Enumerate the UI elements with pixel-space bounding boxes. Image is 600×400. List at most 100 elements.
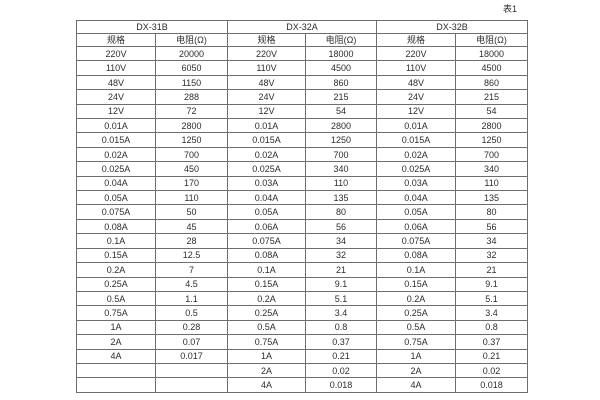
table-row: 1A 0.28 0.5A 0.8 0.5A 0.8 [76, 319, 529, 336]
spec-cell: 48V [376, 74, 457, 91]
spec-cell: 110V [376, 60, 457, 76]
resistance-cell: 9.1 [455, 276, 529, 292]
resistance-cell: 135 [455, 190, 529, 206]
spec-column-header-dx31b: 规格 [76, 33, 156, 47]
table-row: 24V 288 24V 215 24V 215 [76, 89, 529, 105]
resistance-cell: 32 [305, 247, 378, 264]
resistance-cell: 18000 [455, 45, 529, 62]
resistance-cell: 80 [455, 204, 529, 220]
spec-cell: 0.04A [376, 190, 457, 206]
resistance-cell: 0.07 [154, 334, 229, 350]
spec-cell: 0.025A [76, 161, 156, 177]
resistance-cell: 50 [154, 204, 229, 220]
spec-cell: 0.2A [227, 290, 307, 307]
spec-cell: 0.04A [227, 190, 307, 206]
spec-cell: 0.08A [376, 247, 457, 264]
spec-cell: 1A [376, 348, 457, 364]
resistance-cell: 860 [455, 74, 529, 91]
spec-cell: 0.08A [76, 218, 156, 235]
resistance-cell: 5.1 [455, 290, 529, 307]
table-row: 0.5A 1.1 0.2A 5.1 0.2A 5.1 [76, 290, 529, 307]
spec-cell: 0.5A [76, 290, 156, 307]
spec-cell: 0.5A [227, 319, 307, 336]
spec-cell: 0.025A [227, 161, 307, 177]
spec-cell: 4A [227, 377, 307, 393]
table-header: DX-31B DX-32A DX-32B 规格 电阻(Ω) 规格 电阻(Ω) 规… [75, 20, 529, 47]
spec-cell: 1A [76, 319, 156, 336]
spec-cell: 4A [76, 348, 156, 364]
spec-cell: 24V [76, 89, 156, 105]
resistance-cell: 110 [154, 190, 229, 206]
resistance-cell: 1250 [154, 132, 229, 148]
spec-cell: 24V [376, 89, 457, 105]
resistance-cell: 3.4 [305, 305, 378, 321]
resistance-cell: 0.018 [305, 377, 378, 393]
table-row: 48V 1150 48V 860 48V 860 [76, 74, 529, 91]
table-row: 2A 0.07 0.75A 0.37 0.75A 0.37 [76, 334, 529, 350]
group-header-dx32b: DX-32B [376, 20, 529, 34]
group-header-row: DX-31B DX-32A DX-32B [75, 20, 529, 34]
resistance-cell: 18000 [305, 45, 378, 62]
table-row: 0.25A 4.5 0.15A 9.1 0.15A 9.1 [76, 276, 529, 292]
spec-cell: 0.75A [227, 334, 307, 350]
spec-cell: 0.05A [227, 204, 307, 220]
resistance-cell: 72 [154, 103, 229, 120]
table-caption: 表1 [503, 4, 518, 14]
resistance-cell: 700 [305, 146, 378, 163]
spec-cell: 0.15A [227, 276, 307, 292]
spec-cell: 2A [376, 362, 457, 379]
resistance-cell: 1250 [455, 132, 529, 148]
spec-cell: 0.03A [376, 175, 457, 192]
spec-cell: 0.25A [76, 276, 156, 292]
spec-cell: 0.1A [76, 233, 156, 249]
resistance-cell: 28 [154, 233, 229, 249]
spec-cell: 0.04A [76, 175, 156, 192]
resistance-cell: 860 [305, 74, 378, 91]
resistance-cell: 110 [305, 175, 378, 192]
resistance-cell: 0.017 [154, 348, 229, 364]
spec-cell: 0.01A [376, 118, 457, 134]
spec-column-header-dx32b: 规格 [376, 33, 457, 47]
spec-cell: 0.25A [227, 305, 307, 321]
spec-cell: 0.075A [76, 204, 156, 220]
spec-cell: 110V [76, 60, 156, 76]
resistance-cell [154, 362, 229, 379]
resistance-cell: 0.02 [305, 362, 378, 379]
spec-cell: 2A [227, 362, 307, 379]
table-row: 2A 0.02 2A 0.02 [76, 362, 529, 379]
column-header-row: 规格 电阻(Ω) 规格 电阻(Ω) 规格 电阻(Ω) [76, 33, 529, 47]
spec-cell: 0.15A [376, 276, 457, 292]
resistance-cell: 1250 [305, 132, 378, 148]
table-row: 0.025A 450 0.025A 340 0.025A 340 [76, 161, 529, 177]
resistance-cell: 110 [455, 175, 529, 192]
resistance-cell: 0.018 [455, 377, 529, 393]
resistance-cell: 21 [305, 262, 378, 278]
resistance-cell: 0.21 [305, 348, 378, 364]
table-row: 4A 0.017 1A 0.21 1A 0.21 [76, 348, 529, 364]
spec-cell: 0.06A [227, 218, 307, 235]
spec-cell: 110V [227, 60, 307, 76]
resistance-column-header-dx32b: 电阻(Ω) [455, 33, 529, 47]
table-row: 0.75A 0.5 0.25A 3.4 0.25A 3.4 [76, 305, 529, 321]
spec-cell: 0.15A [76, 247, 156, 264]
spec-cell [76, 362, 156, 379]
table-row: 0.1A 28 0.075A 34 0.075A 34 [76, 233, 529, 249]
table-row: 0.15A 12.5 0.08A 32 0.08A 32 [76, 247, 529, 264]
spec-cell: 0.05A [76, 190, 156, 206]
resistance-column-header-dx31b: 电阻(Ω) [154, 33, 229, 47]
spec-cell: 0.02A [76, 146, 156, 163]
resistance-cell: 288 [154, 89, 229, 105]
spec-cell: 220V [76, 45, 156, 62]
resistance-cell: 32 [455, 247, 529, 264]
spec-cell: 48V [76, 74, 156, 91]
spec-cell: 0.075A [227, 233, 307, 249]
spec-cell: 12V [227, 103, 307, 120]
table-row: 0.04A 170 0.03A 110 0.03A 110 [76, 175, 529, 192]
spec-column-header-dx32a: 规格 [227, 33, 307, 47]
resistance-cell: 340 [305, 161, 378, 177]
spec-cell: 0.02A [376, 146, 457, 163]
resistance-cell: 54 [305, 103, 378, 120]
spec-cell: 1A [227, 348, 307, 364]
spec-cell: 0.1A [376, 262, 457, 278]
spec-cell: 0.02A [227, 146, 307, 163]
